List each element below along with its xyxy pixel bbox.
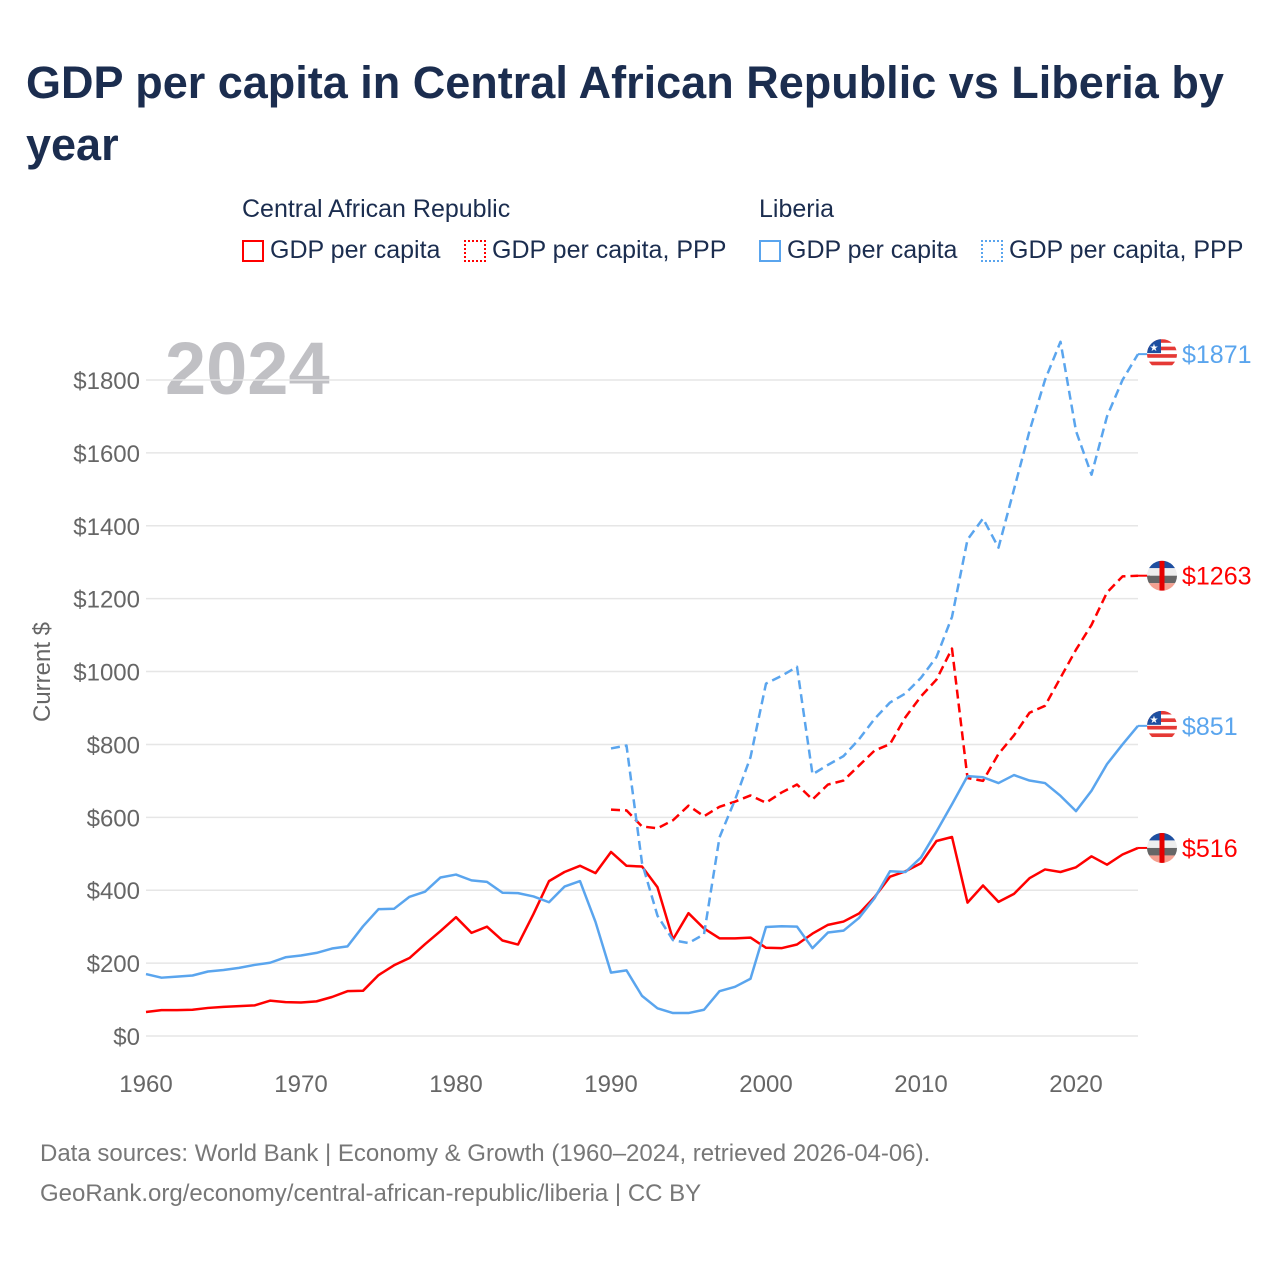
y-axis-label: Current $ [29,622,56,722]
y-tick-label: $1000 [73,660,140,687]
legend-label: GDP per capita [270,236,441,264]
series-line-liberia-gdp [145,725,1139,1015]
y-tick-label: $1600 [73,441,140,468]
y-tick-label: $400 [87,878,140,905]
x-tick-label: 1990 [584,1071,637,1098]
end-value-label: $516 [1182,835,1238,863]
y-tick-label: $1200 [73,587,140,614]
end-value-label: $1871 [1182,341,1252,369]
end-value-label: $851 [1182,713,1238,741]
liberia-flag-icon: ★ [1147,339,1177,370]
x-tick-label: 1960 [119,1071,172,1098]
legend-car-ppp[interactable]: GDP per capita, PPP [464,236,726,265]
svg-text:★: ★ [1150,715,1159,726]
y-tick-label: $1400 [73,514,140,541]
legend-label: GDP per capita, PPP [492,236,727,264]
legend-label: GDP per capita [787,236,958,264]
x-tick-label: 1980 [429,1071,482,1098]
car-flag-icon [1147,560,1177,591]
legend-swatch [981,239,1003,262]
svg-text:★: ★ [1150,343,1159,354]
legend-label: GDP per capita, PPP [1009,236,1244,264]
legend-swatch [242,239,264,262]
y-tick-label: $0 [113,1024,140,1051]
footer-link[interactable]: GeoRank.org/economy/central-african-repu… [40,1180,702,1207]
chart-title: GDP per capita in Central African Republ… [26,57,1224,170]
footer-sources: Data sources: World Bank | Economy & Gro… [40,1140,931,1167]
legend-liberia-gdp[interactable]: GDP per capita [759,236,957,265]
year-watermark: 2024 [165,327,330,410]
legend-swatch [759,239,781,262]
y-tick-label: $200 [87,951,140,978]
y-tick-label: $600 [87,805,140,832]
series-line-car-gdp [145,835,1139,1014]
x-tick-label: 2000 [739,1071,792,1098]
end-value-label: $1263 [1182,563,1252,591]
series-line-car-ppp [610,574,1139,830]
legend-car-gdp[interactable]: GDP per capita [242,236,440,265]
y-tick-label: $1800 [73,368,140,395]
legend-group-car: Central African Republic [242,195,511,223]
legend-swatch [464,239,486,262]
y-tick-label: $800 [87,732,140,759]
series-line-liberia-ppp [610,340,1140,945]
legend-group-liberia: Liberia [759,195,835,223]
liberia-flag-icon: ★ [1147,710,1177,741]
car-flag-icon [1147,832,1177,863]
legend-liberia-ppp[interactable]: GDP per capita, PPP [981,236,1243,265]
x-tick-label: 1970 [274,1071,327,1098]
x-tick-label: 2020 [1049,1071,1102,1098]
x-tick-label: 2010 [894,1071,947,1098]
